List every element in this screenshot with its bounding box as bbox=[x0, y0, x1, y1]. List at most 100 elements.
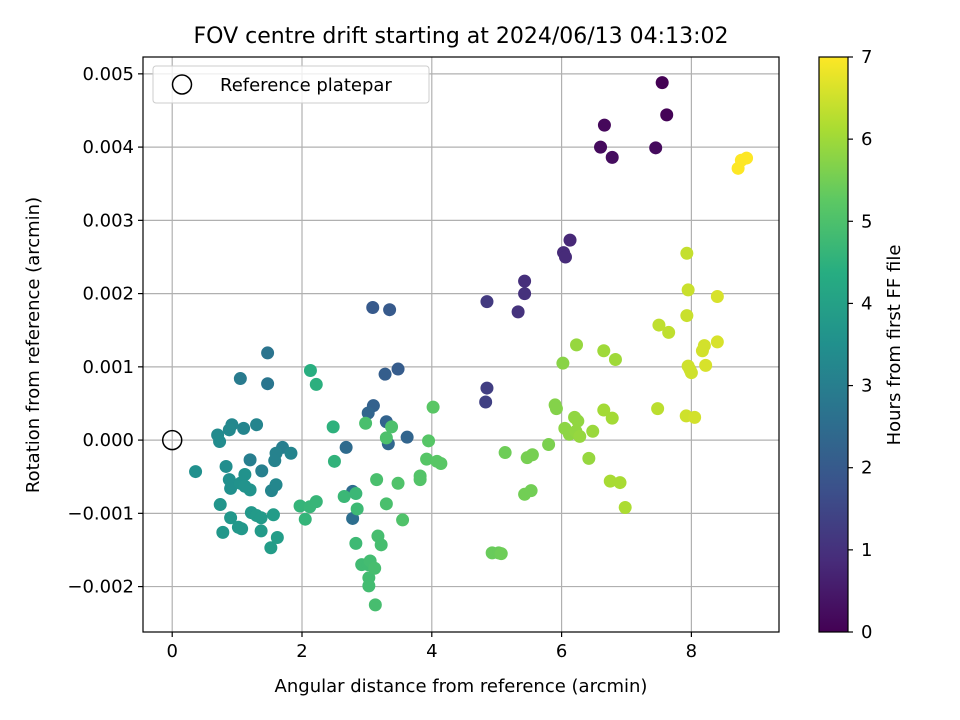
data-point bbox=[284, 446, 298, 460]
data-point bbox=[350, 502, 364, 516]
data-point bbox=[243, 453, 257, 467]
data-point bbox=[594, 140, 608, 154]
data-point bbox=[309, 377, 323, 391]
data-point bbox=[349, 536, 363, 550]
data-point bbox=[379, 431, 393, 445]
data-point bbox=[480, 295, 494, 309]
data-point bbox=[699, 358, 713, 372]
data-point bbox=[264, 541, 278, 555]
data-point bbox=[605, 150, 619, 164]
chart-title: FOV centre drift starting at 2024/06/13 … bbox=[194, 24, 729, 49]
y-axis-ticks: −0.002 −0.001 0.000 0.001 0.002 0.003 0.004 0.0… bbox=[67, 64, 143, 598]
data-point bbox=[270, 531, 284, 545]
plot-background bbox=[143, 57, 779, 632]
data-point bbox=[525, 448, 539, 462]
colorbar-tick-label: 7 bbox=[861, 47, 872, 68]
data-point bbox=[652, 318, 666, 332]
data-point bbox=[688, 410, 702, 424]
grid bbox=[143, 57, 779, 632]
data-point bbox=[396, 513, 410, 527]
data-point bbox=[261, 377, 275, 391]
data-point bbox=[374, 538, 388, 552]
colorbar-label: Hours from first FF file bbox=[884, 245, 905, 446]
data-point bbox=[250, 418, 264, 432]
scatter-series bbox=[189, 76, 754, 612]
data-point bbox=[518, 287, 532, 301]
data-point bbox=[511, 305, 525, 319]
data-point bbox=[237, 421, 251, 435]
data-point bbox=[269, 478, 283, 492]
data-point bbox=[662, 325, 676, 339]
data-point bbox=[420, 452, 434, 466]
x-tick-label: 8 bbox=[686, 641, 697, 662]
data-point bbox=[603, 474, 617, 488]
data-point bbox=[361, 406, 375, 420]
data-point bbox=[303, 364, 317, 378]
data-point bbox=[710, 335, 724, 349]
data-point bbox=[697, 339, 711, 353]
data-point bbox=[426, 400, 440, 414]
colorbar-ticks: 0 1 2 3 4 5 6 7 bbox=[848, 47, 872, 643]
colorbar-tick-label: 0 bbox=[861, 622, 872, 643]
data-point bbox=[740, 151, 754, 165]
x-axis-ticks: 0 2 4 6 8 bbox=[166, 632, 697, 662]
data-point bbox=[571, 414, 585, 428]
data-point bbox=[582, 451, 596, 465]
data-point bbox=[189, 465, 203, 479]
y-axis-label: Rotation from reference (arcmin) bbox=[23, 197, 44, 493]
data-point bbox=[327, 454, 341, 468]
y-tick-label: 0.002 bbox=[82, 284, 134, 305]
data-point bbox=[243, 483, 257, 497]
data-point bbox=[479, 395, 493, 409]
colorbar-tick-label: 4 bbox=[861, 293, 872, 314]
data-point bbox=[366, 301, 380, 315]
data-point bbox=[710, 290, 724, 304]
data-point bbox=[385, 420, 399, 434]
data-point bbox=[542, 437, 556, 451]
legend-box bbox=[152, 65, 430, 104]
data-point bbox=[570, 338, 584, 352]
colorbar-tick-label: 6 bbox=[861, 129, 872, 150]
data-point bbox=[368, 561, 382, 575]
data-point bbox=[434, 457, 448, 471]
data-point bbox=[549, 402, 563, 416]
data-point bbox=[224, 481, 238, 495]
data-point bbox=[216, 525, 230, 539]
data-point bbox=[613, 476, 627, 490]
data-point bbox=[238, 468, 252, 482]
y-tick-label: 0.005 bbox=[82, 64, 134, 85]
data-point bbox=[597, 118, 611, 132]
y-tick-label: 0.004 bbox=[82, 137, 134, 158]
x-axis-label: Angular distance from reference (arcmin) bbox=[275, 676, 648, 697]
data-point bbox=[494, 547, 508, 561]
data-point bbox=[680, 246, 694, 260]
data-point bbox=[651, 402, 665, 416]
data-point bbox=[298, 512, 312, 526]
data-point bbox=[524, 484, 538, 498]
colorbar-tick-label: 1 bbox=[861, 540, 872, 561]
y-tick-label: 0.001 bbox=[82, 357, 134, 378]
data-point bbox=[681, 283, 695, 297]
data-point bbox=[337, 489, 351, 503]
data-point bbox=[309, 495, 323, 509]
legend: Reference platepar bbox=[152, 65, 430, 104]
data-point bbox=[233, 372, 247, 386]
y-tick-label: −0.002 bbox=[67, 577, 134, 598]
data-point bbox=[498, 446, 512, 460]
data-point bbox=[235, 522, 249, 536]
data-point bbox=[597, 403, 611, 417]
data-point bbox=[680, 309, 694, 323]
x-tick-label: 4 bbox=[426, 641, 437, 662]
data-point bbox=[339, 440, 353, 454]
data-point bbox=[213, 435, 227, 449]
y-tick-label: −0.001 bbox=[67, 503, 134, 524]
data-point bbox=[655, 76, 669, 90]
data-point bbox=[326, 420, 340, 434]
data-point bbox=[368, 598, 382, 612]
data-point bbox=[379, 497, 393, 511]
data-point bbox=[268, 454, 282, 468]
x-tick-label: 0 bbox=[166, 641, 177, 662]
data-point bbox=[573, 429, 587, 443]
data-point bbox=[359, 416, 373, 430]
data-point bbox=[362, 579, 376, 593]
